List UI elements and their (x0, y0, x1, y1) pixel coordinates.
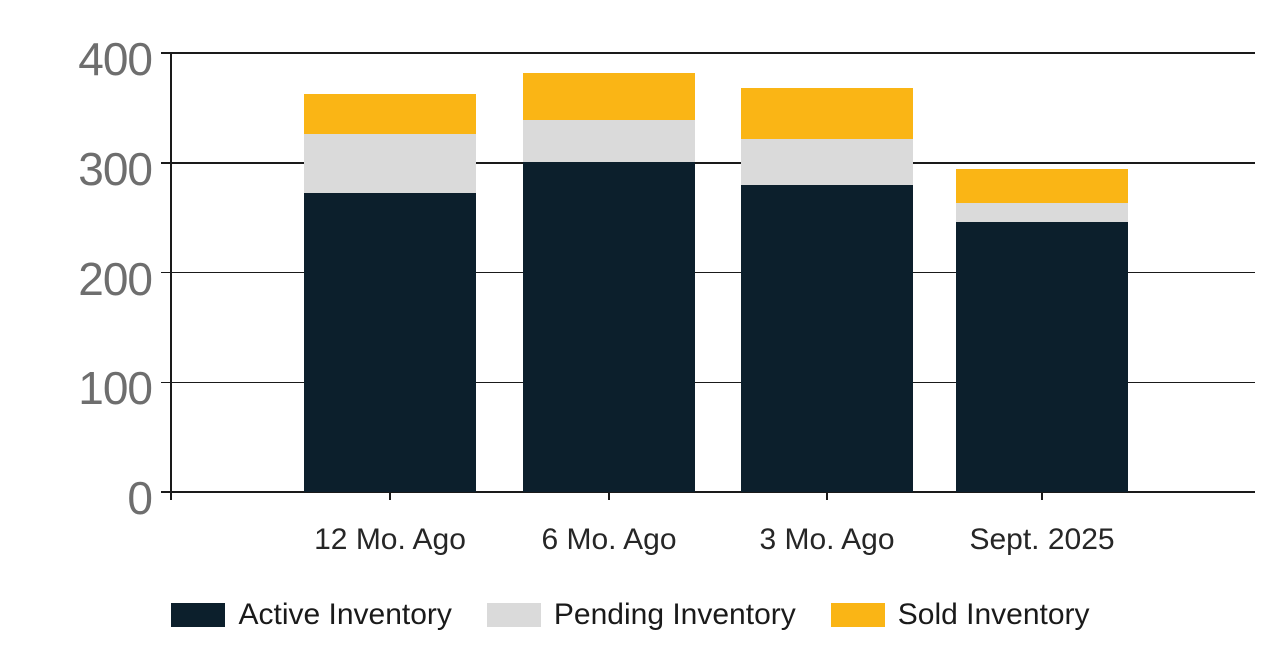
x-label-4: Sept. 2025 (969, 523, 1115, 556)
gridline-300 (170, 162, 1255, 164)
segment-pending-inventory (956, 203, 1128, 223)
segment-active-inventory (956, 222, 1128, 492)
segment-sold-inventory (523, 72, 695, 120)
y-tick-label-300: 300 (78, 142, 153, 195)
segment-active-inventory (523, 161, 695, 492)
x-tick-3 (826, 492, 828, 500)
x-tick-4 (1041, 492, 1043, 500)
gridline-0 (170, 491, 1255, 493)
segment-sold-inventory (956, 169, 1128, 204)
legend-item-active-inventory: Active Inventory (171, 598, 452, 631)
gridline-100 (170, 381, 1255, 383)
segment-pending-inventory (304, 134, 476, 194)
y-tick-label-400: 400 (78, 33, 153, 85)
bar-12-mo-ago (304, 93, 476, 492)
y-tick-200 (161, 271, 170, 274)
bar-6-mo-ago (523, 72, 695, 492)
chart-legend: Active Inventory Pending Inventory Sold In… (0, 600, 1261, 630)
legend-item-pending-inventory: Pending Inventory (486, 598, 796, 631)
y-tick-label-100: 100 (78, 362, 153, 415)
segment-pending-inventory (741, 138, 913, 185)
x-tick-1 (389, 492, 391, 500)
x-tick-2 (608, 492, 610, 500)
segment-sold-inventory (304, 93, 476, 135)
legend-label: Pending Inventory (553, 598, 796, 631)
legend-swatch-sold-inventory-icon (830, 603, 885, 627)
bar-3-mo-ago (741, 88, 913, 492)
plot-area (170, 52, 1255, 493)
legend-swatch-pending-inventory-icon (486, 603, 541, 627)
gridline-400 (170, 52, 1255, 54)
segment-sold-inventory (741, 88, 913, 139)
legend-item-sold-inventory: Sold Inventory (830, 598, 1090, 631)
y-axis-line (170, 53, 172, 500)
y-tick-100 (161, 381, 170, 383)
bar-sept-2025 (956, 169, 1128, 492)
x-label-2: 6 Mo. Ago (541, 523, 677, 556)
segment-pending-inventory (523, 119, 695, 162)
gridline-200 (170, 271, 1255, 274)
x-label-1: 12 Mo. Ago (314, 523, 466, 556)
legend-swatch-active-inventory-icon (171, 603, 226, 627)
y-tick-400 (161, 52, 170, 54)
y-tick-label-200: 200 (78, 252, 153, 305)
y-tick-300 (161, 162, 170, 164)
y-tick-0 (161, 491, 170, 493)
legend-label: Active Inventory (238, 598, 452, 631)
y-tick-label-0: 0 (127, 472, 153, 524)
segment-active-inventory (741, 184, 913, 492)
legend-label: Sold Inventory (897, 598, 1090, 631)
x-label-3: 3 Mo. Ago (759, 523, 895, 556)
segment-active-inventory (304, 193, 476, 492)
